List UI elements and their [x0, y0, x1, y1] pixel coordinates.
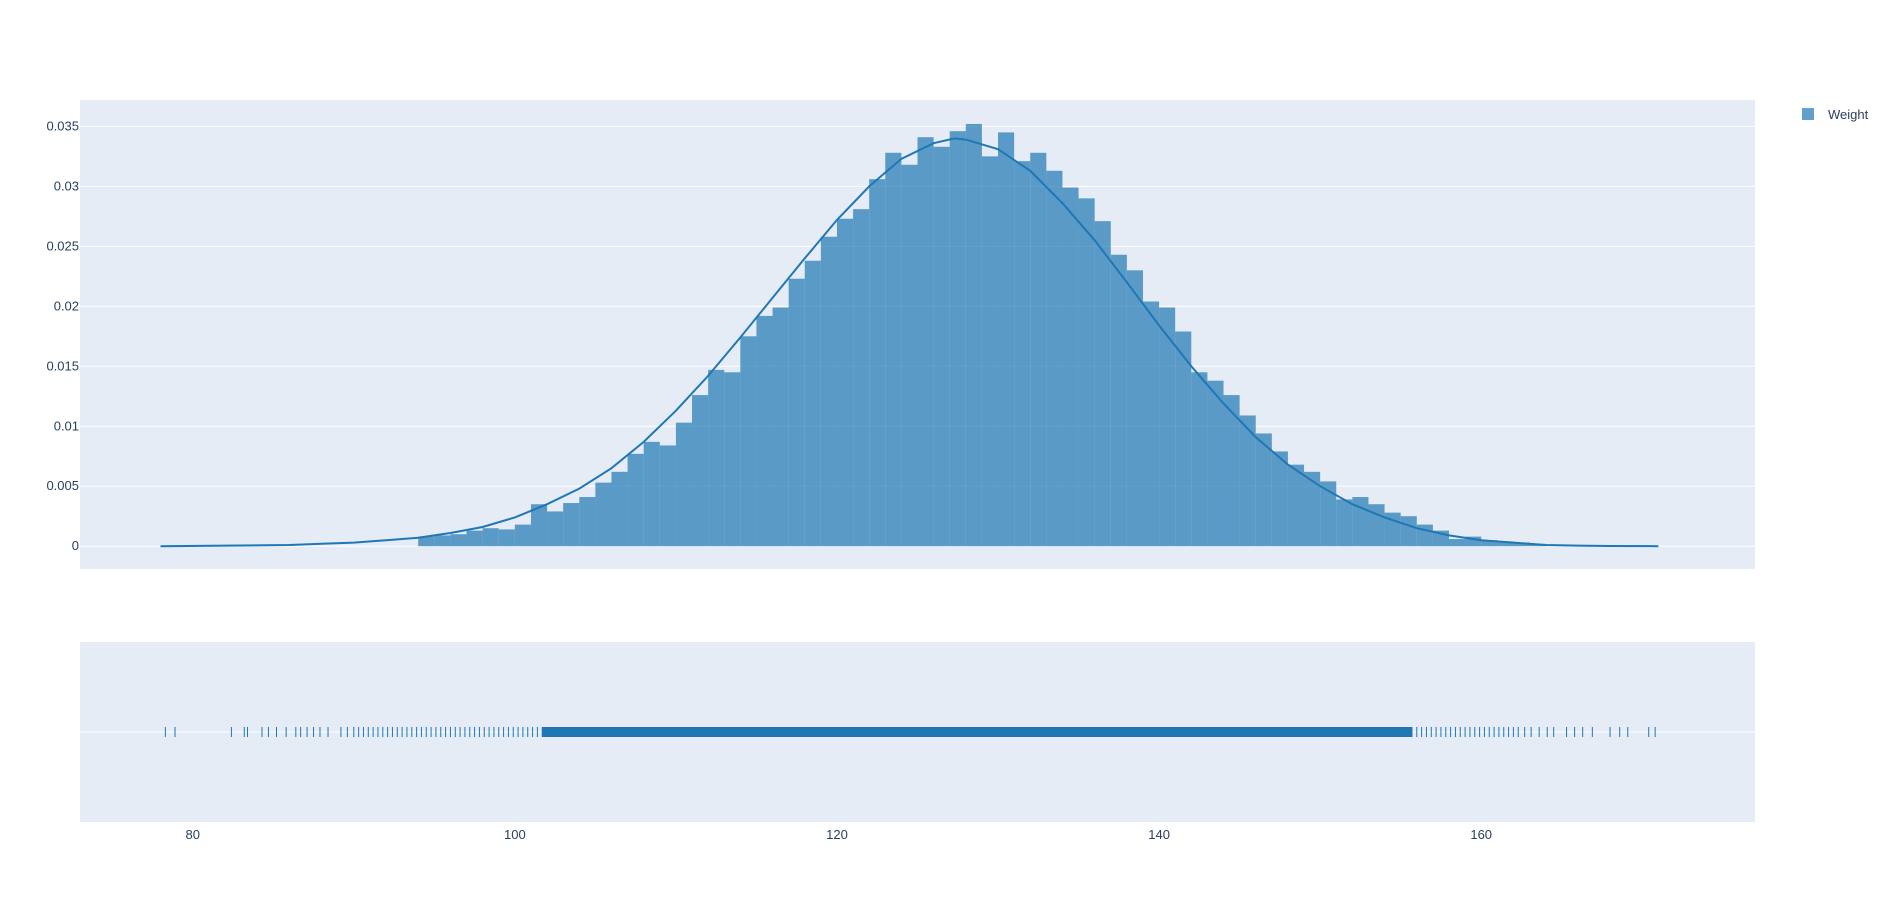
histogram-bar — [1159, 307, 1176, 547]
rug-marks — [164, 727, 1656, 737]
histogram-bar — [1336, 499, 1353, 547]
histogram-bar — [692, 395, 709, 547]
histogram-bar — [1239, 415, 1256, 547]
histogram-bar — [418, 536, 435, 547]
x-tick-label: 120 — [826, 827, 848, 842]
x-tick-label: 80 — [186, 827, 200, 842]
histogram-bar — [530, 504, 548, 547]
histogram-bars — [418, 123, 1546, 547]
histogram-bar — [611, 471, 628, 547]
histogram-bar — [1175, 331, 1192, 547]
histogram-bar — [917, 137, 934, 547]
y-tick-label: 0.025 — [46, 238, 79, 253]
histogram-bar — [1287, 464, 1305, 547]
histogram-bar — [1030, 152, 1047, 547]
legend-swatch-weight[interactable] — [1802, 108, 1814, 120]
y-axis-tick-labels: 0 0.005 0.01 0.015 0.02 0.025 0.03 0.035 — [46, 118, 79, 553]
histogram-bar — [1014, 161, 1031, 547]
histogram-bar — [998, 132, 1015, 547]
histogram-bar — [498, 529, 515, 547]
histogram-bar — [1271, 451, 1288, 547]
histogram-bar — [466, 530, 483, 547]
histogram-bar — [450, 534, 467, 547]
histogram-bar — [853, 209, 870, 547]
histogram-bar — [708, 369, 725, 547]
histogram-bar — [482, 528, 499, 547]
histogram-bar — [965, 123, 982, 547]
histogram-bar — [659, 445, 676, 547]
legend[interactable]: Weight — [1802, 107, 1869, 122]
histogram-bar — [788, 278, 805, 547]
x-tick-label: 140 — [1148, 827, 1170, 842]
legend-label-weight[interactable]: Weight — [1828, 107, 1869, 122]
histogram-bar — [675, 422, 693, 547]
histogram-bar — [1465, 536, 1482, 547]
y-tick-label: 0.005 — [46, 478, 79, 493]
histogram-bar — [933, 146, 950, 547]
histogram-bar — [547, 511, 564, 547]
histogram-bar — [1304, 471, 1321, 547]
kde-curve — [160, 137, 1659, 548]
histogram-bar — [1078, 198, 1095, 547]
histogram-bar — [949, 131, 966, 547]
y-tick-label: 0.03 — [54, 178, 79, 193]
x-tick-label: 100 — [504, 827, 526, 842]
y-tick-label: 0.02 — [54, 298, 79, 313]
histogram-bar — [1110, 254, 1127, 547]
histogram-bar — [627, 453, 644, 547]
histogram-bar — [756, 315, 773, 547]
histogram-bar — [772, 307, 789, 547]
histogram-bar — [1448, 539, 1466, 547]
histogram-bar — [885, 152, 902, 547]
histogram-panel: 0 0.005 0.01 0.015 0.02 0.025 0.03 0.035 — [46, 100, 1755, 569]
histogram-bar — [595, 482, 612, 547]
x-axis-tick-labels: 80 100 120 140 160 — [186, 827, 1493, 842]
histogram-bar — [1191, 372, 1208, 547]
histogram-bar — [981, 156, 999, 547]
histogram-bar — [836, 218, 854, 547]
histogram-bar — [579, 497, 596, 547]
histogram-bar — [820, 236, 837, 547]
x-tick-label: 160 — [1470, 827, 1492, 842]
rug-panel: 80 100 120 140 160 — [80, 642, 1755, 842]
histogram-bar — [1481, 540, 1498, 547]
histogram-bar — [1207, 380, 1224, 547]
histogram-bar — [1062, 187, 1079, 547]
histogram-bar — [1400, 516, 1417, 547]
histogram-bar — [434, 535, 451, 547]
histogram-bar — [1368, 504, 1385, 547]
y-tick-label: 0 — [72, 538, 79, 553]
histogram-bar — [643, 441, 660, 547]
rug-dense-band — [542, 727, 1412, 737]
histogram-bar — [1142, 301, 1160, 547]
histogram-bar — [1255, 433, 1272, 547]
histogram-bar — [901, 164, 918, 547]
histogram-bar — [1513, 542, 1530, 547]
histogram-bar — [563, 503, 580, 547]
histogram-bar — [869, 179, 886, 547]
histogram-bar — [740, 336, 757, 547]
histogram-bar — [1046, 170, 1063, 547]
histogram-bar — [1094, 221, 1111, 547]
y-tick-label: 0.01 — [54, 418, 79, 433]
histogram-bar — [1223, 395, 1240, 547]
y-tick-label: 0.035 — [46, 118, 79, 133]
histogram-bar — [724, 372, 741, 547]
histogram-bar — [514, 524, 531, 547]
histogram-bar — [804, 260, 821, 547]
histogram-bar — [1126, 270, 1143, 547]
histogram-bar — [1320, 481, 1337, 547]
histogram-bar — [1497, 541, 1514, 547]
y-tick-label: 0.015 — [46, 358, 79, 373]
